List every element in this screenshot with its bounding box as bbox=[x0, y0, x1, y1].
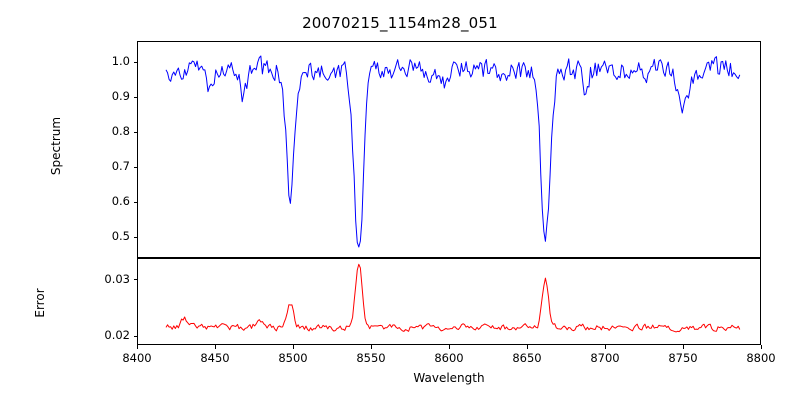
x-tick-label-1: 8450 bbox=[200, 351, 230, 365]
x-tick-mark-7 bbox=[682, 345, 684, 349]
error-yticks-label-0: 0.02 bbox=[104, 328, 130, 343]
spectrum-yticks-label-5: 1.0 bbox=[111, 54, 130, 68]
x-tick-label-8: 8800 bbox=[746, 351, 776, 365]
spectrum-yticks-mark-2 bbox=[133, 166, 137, 168]
spectrum-yticks-label-2: 0.7 bbox=[111, 159, 130, 173]
spectrum-y-axis-label: Spectrum bbox=[49, 116, 63, 176]
x-tick-label-6: 8700 bbox=[590, 351, 620, 365]
spectrum-yticks-label-3: 0.8 bbox=[111, 124, 130, 138]
x-tick-mark-6 bbox=[604, 345, 606, 349]
error-yticks-label-1: 0.03 bbox=[104, 271, 130, 286]
x-tick-label-0: 8400 bbox=[122, 351, 152, 365]
x-tick-mark-8 bbox=[760, 345, 762, 349]
x-tick-mark-5 bbox=[526, 345, 528, 349]
x-tick-mark-2 bbox=[292, 345, 294, 349]
x-tick-label-3: 8550 bbox=[356, 351, 386, 365]
spectrum-yticks-label-4: 0.9 bbox=[111, 89, 130, 103]
x-tick-mark-1 bbox=[214, 345, 216, 349]
x-tick-label-5: 8650 bbox=[512, 351, 542, 365]
spectrum-yticks-label-1: 0.6 bbox=[111, 194, 130, 208]
x-tick-label-2: 8500 bbox=[278, 351, 308, 365]
x-tick-label-7: 8750 bbox=[668, 351, 698, 365]
spectrum-panel-path bbox=[166, 56, 740, 247]
plot-title: 20070215_1154m28_051 bbox=[302, 14, 498, 32]
spectrum-line-series bbox=[138, 42, 760, 257]
x-tick-mark-3 bbox=[370, 345, 372, 349]
error-yticks-mark-0 bbox=[133, 335, 137, 338]
error-y-axis-label: Error bbox=[33, 288, 47, 318]
x-tick-mark-4 bbox=[448, 345, 450, 349]
spectrum-yticks-mark-4 bbox=[133, 96, 137, 98]
error-panel-path bbox=[166, 264, 740, 332]
spectrum-yticks-label-0: 0.5 bbox=[111, 229, 130, 243]
spectrum-yticks-mark-5 bbox=[133, 61, 137, 63]
spectrum-yticks-mark-0 bbox=[133, 236, 137, 238]
error-plot-area bbox=[137, 258, 761, 345]
spectrum-yticks-mark-1 bbox=[133, 201, 137, 203]
error-line-series bbox=[138, 259, 760, 344]
error-yticks-mark-1 bbox=[133, 279, 137, 281]
x-tick-mark-0 bbox=[136, 345, 138, 349]
spectrum-yticks-mark-3 bbox=[133, 131, 137, 133]
x-tick-label-4: 8600 bbox=[434, 351, 464, 365]
spectrum-plot-area bbox=[137, 41, 761, 258]
x-axis-label: Wavelength bbox=[413, 371, 485, 385]
